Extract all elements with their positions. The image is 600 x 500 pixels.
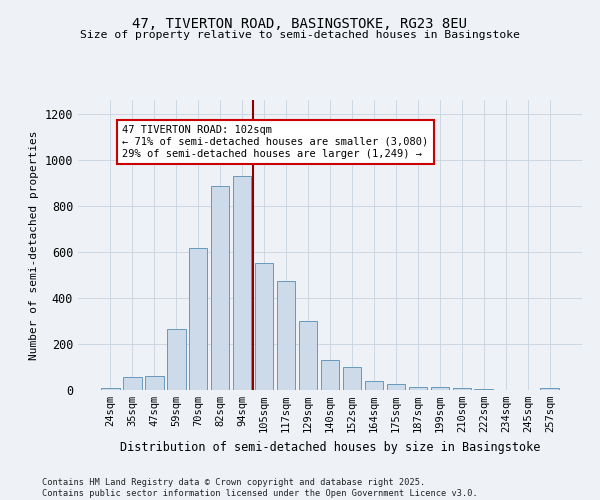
- Bar: [365, 381, 383, 390]
- Bar: [145, 376, 164, 390]
- Bar: [343, 367, 361, 390]
- Bar: [101, 388, 119, 390]
- Text: Size of property relative to semi-detached houses in Basingstoke: Size of property relative to semi-detach…: [80, 30, 520, 40]
- Bar: [299, 321, 317, 390]
- Bar: [233, 176, 251, 390]
- Bar: [167, 329, 185, 390]
- Bar: [123, 378, 142, 390]
- Bar: [409, 386, 427, 390]
- Bar: [452, 388, 471, 390]
- Bar: [211, 186, 229, 390]
- Bar: [431, 386, 449, 390]
- Bar: [277, 280, 295, 390]
- X-axis label: Distribution of semi-detached houses by size in Basingstoke: Distribution of semi-detached houses by …: [120, 440, 540, 454]
- Bar: [255, 264, 274, 390]
- Bar: [189, 248, 208, 390]
- Bar: [541, 388, 559, 390]
- Text: 47 TIVERTON ROAD: 102sqm
← 71% of semi-detached houses are smaller (3,080)
29% o: 47 TIVERTON ROAD: 102sqm ← 71% of semi-d…: [122, 126, 428, 158]
- Y-axis label: Number of semi-detached properties: Number of semi-detached properties: [29, 130, 39, 360]
- Bar: [475, 389, 493, 390]
- Bar: [386, 384, 405, 390]
- Text: Contains HM Land Registry data © Crown copyright and database right 2025.
Contai: Contains HM Land Registry data © Crown c…: [42, 478, 478, 498]
- Text: 47, TIVERTON ROAD, BASINGSTOKE, RG23 8EU: 47, TIVERTON ROAD, BASINGSTOKE, RG23 8EU: [133, 18, 467, 32]
- Bar: [320, 360, 340, 390]
